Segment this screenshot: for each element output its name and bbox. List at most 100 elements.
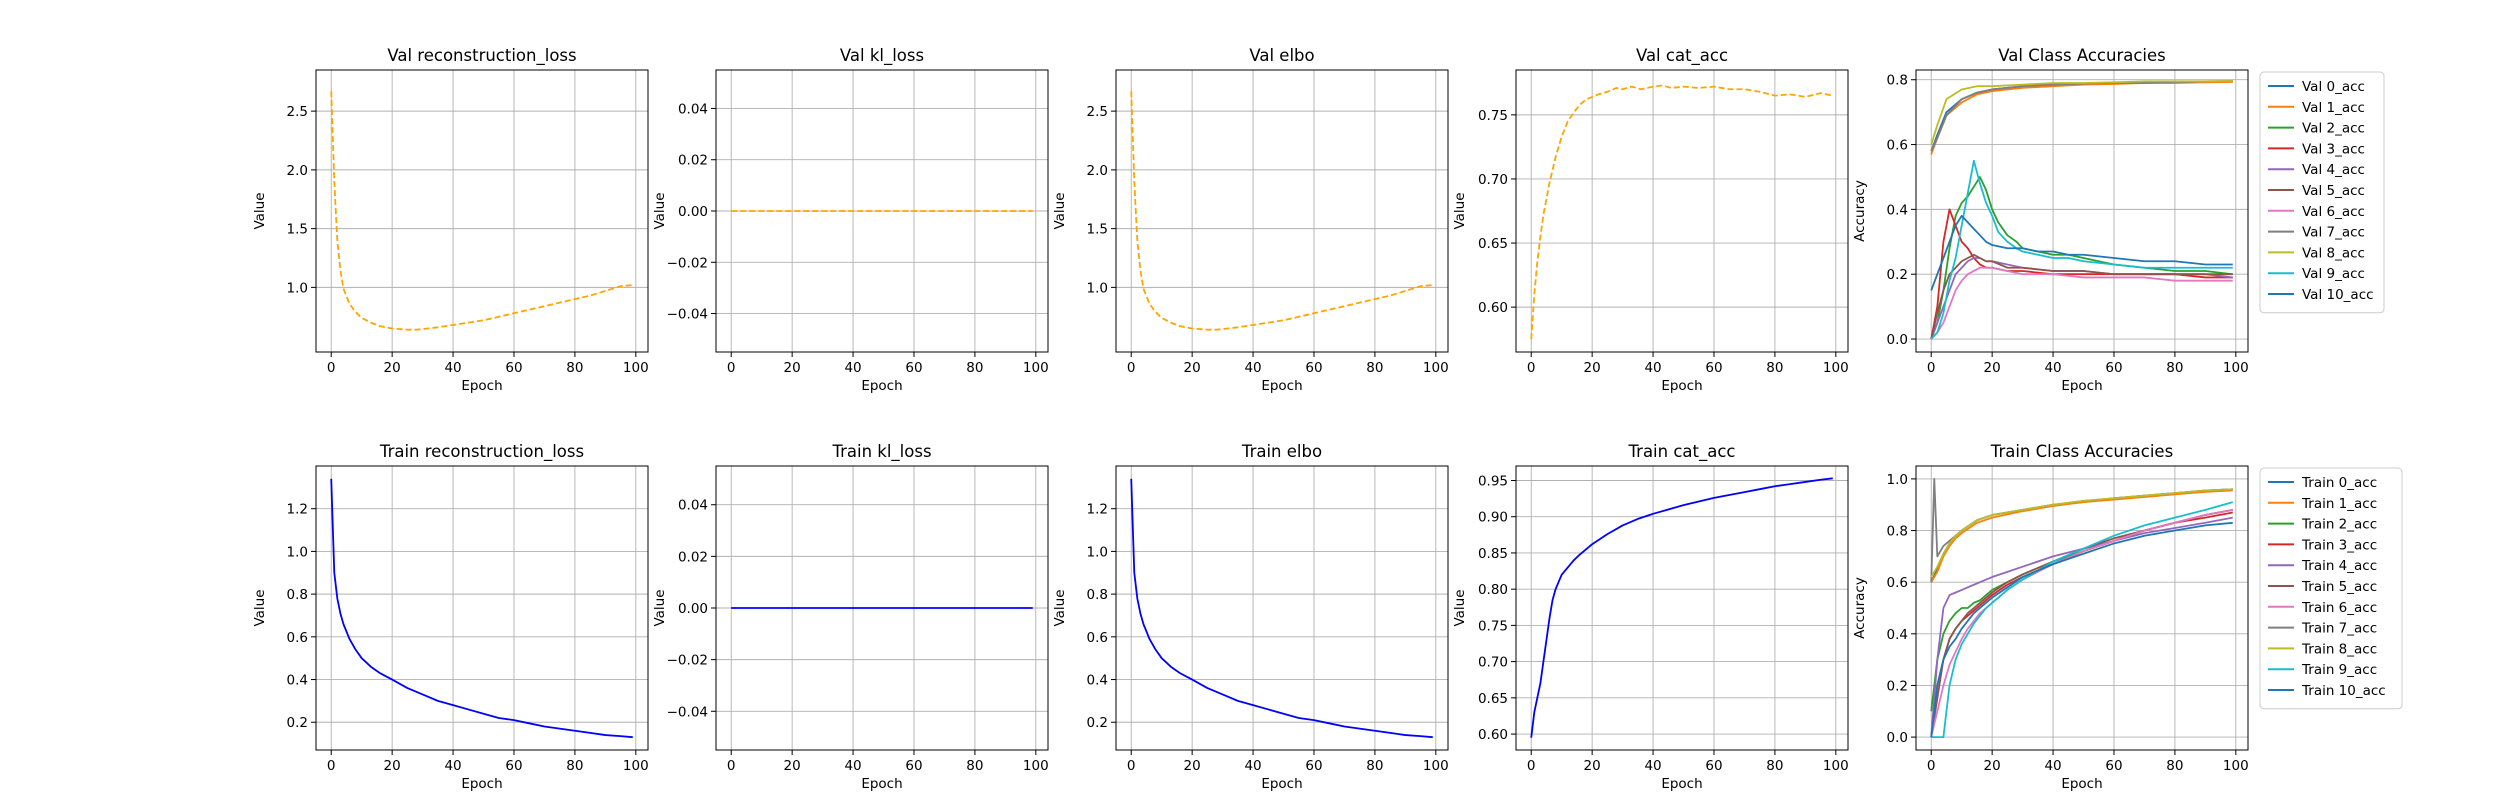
series-line-0 [1530, 84, 1833, 340]
legend-label: Train 3_acc [2301, 537, 2377, 553]
y-axis-label: Value [1052, 192, 1068, 229]
legend-label: Val 3_acc [2302, 141, 2365, 157]
y-tick-label: 0.8 [1887, 524, 1908, 540]
x-tick-label: 100 [2223, 360, 2249, 376]
x-tick-label: 0 [327, 758, 336, 774]
series-line-6 [1930, 266, 2233, 340]
subplot-6: 0 20 40 60 80 100 −0.04 −0.02 0.00 0.02 0.04 Train … [652, 442, 1049, 792]
series-line-0 [1130, 91, 1433, 331]
y-tick-label: 0.2 [287, 715, 308, 731]
x-tick-label: 40 [1644, 360, 1661, 376]
legend-label: Train 6_acc [2301, 600, 2377, 616]
y-tick-label: 1.5 [1087, 222, 1108, 238]
subplot-0: 0 20 40 60 80 100 1.0 1.5 2.0 2.5 Val reconstructi… [252, 46, 649, 394]
subplot-title: Train elbo [1241, 442, 1322, 461]
y-tick-label: 2.0 [1087, 163, 1108, 179]
y-tick-label: 0.02 [678, 153, 708, 169]
y-tick-label: 1.0 [1087, 280, 1108, 296]
y-tick-label: 0.4 [1887, 627, 1908, 643]
y-tick-label: 1.5 [287, 222, 308, 238]
x-tick-label: 20 [784, 360, 801, 376]
subplot-7: 0 20 40 60 80 100 0.2 0.4 0.6 0.8 1.0 1.2 Train elbo… [1052, 442, 1449, 792]
y-tick-label: 1.0 [287, 280, 308, 296]
series-line-10 [1930, 214, 2233, 291]
y-tick-label: 1.2 [287, 502, 308, 518]
y-tick-label: 0.95 [1478, 473, 1508, 489]
x-tick-label: 40 [844, 758, 861, 774]
legend-label: Val 1_acc [2302, 100, 2365, 116]
x-tick-label: 100 [623, 758, 649, 774]
legend-label: Train 8_acc [2301, 641, 2377, 657]
subplot-5: 0 20 40 60 80 100 0.2 0.4 0.6 0.8 1.0 1.2 Train reco… [252, 442, 649, 792]
x-tick-label: 20 [1584, 360, 1601, 376]
y-tick-label: 1.0 [287, 544, 308, 560]
axes-frame [315, 465, 649, 751]
x-tick-label: 80 [1766, 758, 1783, 774]
legend-label: Train 5_acc [2301, 579, 2377, 595]
x-tick-label: 0 [327, 360, 336, 376]
legend-label: Train 4_acc [2301, 558, 2377, 574]
y-axis-label: Value [652, 589, 668, 626]
y-tick-label: 2.5 [1087, 104, 1108, 120]
y-tick-label: 0.00 [678, 601, 708, 617]
series-group [1530, 84, 1833, 340]
x-axis-label: Epoch [1661, 378, 1702, 394]
x-tick-label: 20 [1984, 758, 2001, 774]
series-line-0 [1130, 478, 1433, 739]
y-axis-label: Value [252, 589, 268, 626]
y-tick-label: 0.90 [1478, 510, 1508, 526]
series-group [1930, 80, 2233, 340]
legend-label: Train 10_acc [2301, 683, 2386, 699]
subplot-8: 0 20 40 60 80 100 0.60 0.65 0.70 0.75 0.80 0.85 0.90… [1452, 442, 1849, 792]
y-axis-label: Value [252, 192, 268, 229]
y-tick-label: 0.70 [1478, 172, 1508, 188]
x-tick-label: 60 [2105, 360, 2122, 376]
y-tick-label: 1.2 [1087, 502, 1108, 518]
y-tick-label: 0.0 [1887, 730, 1908, 746]
y-tick-label: 0.65 [1478, 236, 1508, 252]
y-tick-label: 1.0 [1887, 472, 1908, 488]
subplot-title: Val elbo [1249, 46, 1314, 65]
y-tick-label: 0.2 [1887, 267, 1908, 283]
x-axis-label: Epoch [2061, 776, 2102, 792]
y-tick-label: 0.2 [1087, 715, 1108, 731]
axes-frame [1915, 69, 2249, 353]
x-tick-label: 60 [1305, 360, 1322, 376]
legend: Val 0_acc Val 1_acc Val 2_acc Val 3_acc Val … [2259, 71, 2385, 314]
x-tick-label: 20 [784, 758, 801, 774]
x-axis-label: Epoch [461, 378, 502, 394]
x-tick-label: 40 [2044, 360, 2061, 376]
x-tick-label: 0 [1527, 758, 1536, 774]
x-tick-label: 100 [623, 360, 649, 376]
x-tick-label: 0 [1927, 360, 1936, 376]
x-tick-label: 0 [727, 758, 736, 774]
x-tick-label: 0 [1127, 360, 1136, 376]
y-axis-label: Accuracy [1852, 577, 1868, 639]
axes-frame [1515, 69, 1849, 353]
x-tick-label: 40 [844, 360, 861, 376]
x-tick-label: 100 [1023, 360, 1049, 376]
legend-label: Train 1_acc [2301, 496, 2377, 512]
legend-label: Train 2_acc [2301, 517, 2377, 533]
legend: Train 0_acc Train 1_acc Train 2_acc Train 3… [2259, 467, 2403, 710]
legend-label: Val 0_acc [2302, 79, 2365, 95]
legend-label: Val 6_acc [2302, 204, 2365, 220]
legend-label: Val 5_acc [2302, 183, 2365, 199]
subplot-2: 0 20 40 60 80 100 1.0 1.5 2.0 2.5 Val elbo Epoch Val… [1052, 46, 1449, 394]
x-tick-label: 60 [905, 360, 922, 376]
legend-label: Val 7_acc [2302, 225, 2365, 241]
x-tick-label: 20 [1584, 758, 1601, 774]
x-tick-label: 20 [1184, 360, 1201, 376]
y-tick-label: 0.4 [1087, 673, 1108, 689]
x-tick-label: 60 [1705, 758, 1722, 774]
series-group [1530, 477, 1833, 738]
x-axis-label: Epoch [461, 776, 502, 792]
x-tick-label: 60 [505, 360, 522, 376]
x-tick-label: 20 [1984, 360, 2001, 376]
subplot-title: Val cat_acc [1636, 46, 1728, 66]
series-line-10 [1930, 521, 2233, 738]
y-axis-label: Accuracy [1852, 180, 1868, 242]
x-tick-label: 80 [1366, 360, 1383, 376]
x-tick-label: 60 [1305, 758, 1322, 774]
x-axis-label: Epoch [861, 776, 902, 792]
